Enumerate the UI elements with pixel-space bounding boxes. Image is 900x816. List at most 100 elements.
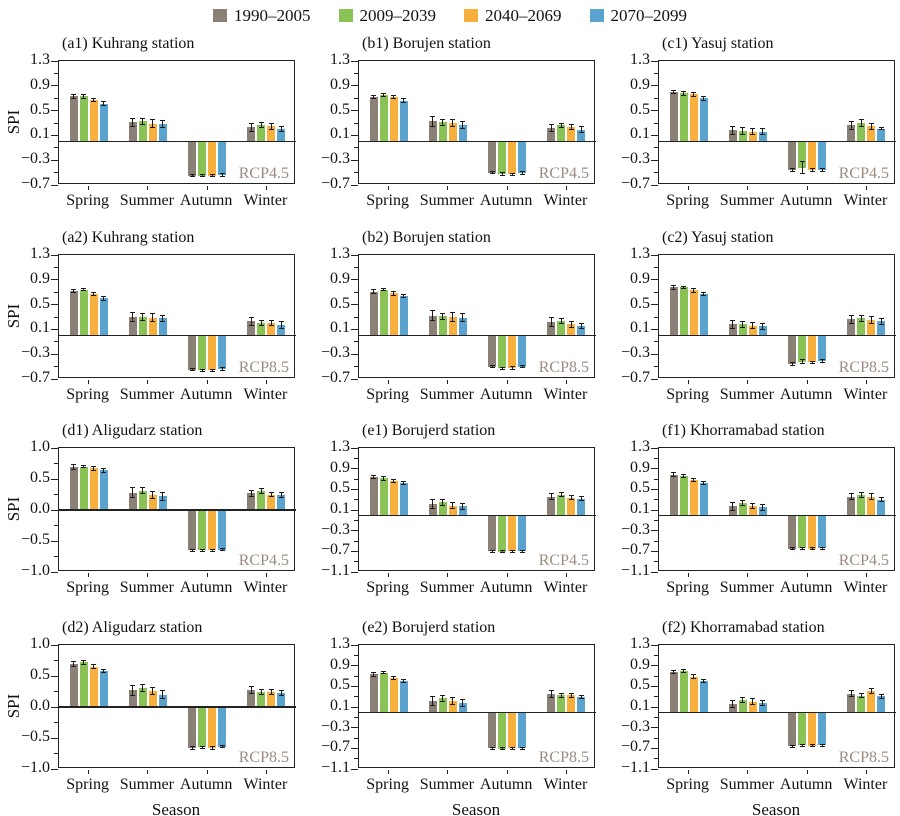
error-bar [501, 367, 503, 370]
bar [699, 482, 708, 516]
bar [89, 294, 98, 336]
bar [218, 707, 227, 747]
error-bar-cap [868, 315, 874, 317]
bar [188, 510, 197, 551]
error-bar-cap [578, 695, 584, 697]
error-bar-cap [81, 97, 87, 99]
legend-swatch-icon [213, 8, 227, 22]
bar [738, 699, 747, 713]
y-tick-major [51, 644, 58, 646]
error-bar-cap [450, 126, 456, 128]
scenario-label: RCP8.5 [538, 749, 589, 766]
error-bar [821, 744, 823, 747]
bar [488, 712, 497, 749]
error-bar-cap [209, 176, 215, 178]
y-tick-label: 1.3 [30, 51, 50, 68]
plot-area: RCP4.5 [351, 447, 596, 577]
bar [857, 123, 866, 142]
y-tick-label: 0.1 [30, 319, 50, 337]
y-tick-minor [354, 122, 358, 124]
error-bar [811, 547, 813, 550]
y-tick-major [351, 184, 358, 186]
bar [669, 671, 678, 713]
legend-item: 2070–2099 [589, 7, 687, 24]
error-bar [791, 745, 793, 748]
y-tick-minor [54, 97, 58, 99]
error-bar-cap [558, 127, 564, 129]
bar [847, 319, 856, 336]
bar [758, 131, 767, 142]
y-tick-label: 0.1 [630, 319, 650, 337]
x-tick [388, 573, 390, 577]
error-bar-cap [548, 131, 554, 133]
error-bar [742, 127, 744, 135]
error-bar-cap [430, 320, 436, 322]
x-tick [447, 186, 449, 190]
error-bar-cap [499, 749, 505, 751]
error-bar-cap [868, 122, 874, 124]
error-bar-cap [91, 295, 97, 297]
y-tick-minor [354, 561, 358, 563]
error-bar-cap [140, 123, 146, 125]
error-bar-cap [248, 317, 254, 319]
y-tick-major [651, 254, 658, 256]
bar [128, 690, 137, 707]
error-bar [250, 490, 252, 497]
error-bar [73, 661, 75, 667]
scenario-label: RCP8.5 [538, 359, 589, 376]
error-bar [93, 664, 95, 669]
scenario-label: RCP4.5 [538, 552, 589, 569]
error-bar-cap [140, 313, 146, 315]
bar [557, 321, 566, 336]
y-tick-major [651, 184, 658, 186]
bar [148, 123, 157, 142]
bar [448, 317, 457, 336]
scenario-label: RCP8.5 [238, 359, 289, 376]
zero-line [659, 711, 896, 713]
y-tick-minor [354, 737, 358, 739]
error-bar-cap [499, 552, 505, 554]
error-bar [162, 690, 164, 699]
x-tick-label: Autumn [779, 776, 833, 793]
x-tick [565, 573, 567, 577]
y-tick-minor [654, 519, 658, 521]
error-bar-cap [268, 319, 274, 321]
error-bar [801, 359, 803, 364]
error-bar [870, 688, 872, 694]
error-bar-cap [150, 320, 156, 322]
x-tick [147, 573, 149, 577]
bar [728, 506, 737, 516]
y-tick-minor [354, 716, 358, 718]
error-bar-cap [150, 498, 156, 500]
error-bar-cap [199, 371, 205, 373]
error-bar-cap [278, 130, 284, 132]
error-bar-cap [568, 696, 574, 698]
x-tick-label: Autumn [779, 579, 833, 596]
legend: 1990–2005 2009–2039 2040–2069 2070–2099 [0, 0, 900, 28]
y-tick-minor [354, 291, 358, 293]
error-bar-cap [371, 675, 377, 677]
error-bar [393, 676, 395, 680]
error-bar [142, 487, 144, 494]
error-bar [383, 93, 385, 97]
zero-line [59, 509, 296, 511]
error-bar-cap [558, 122, 564, 124]
x-tick [388, 186, 390, 190]
error-bar-cap [701, 95, 707, 97]
x-tick [506, 573, 508, 577]
error-bar-cap [91, 97, 97, 99]
x-tick-label: Autumn [479, 776, 533, 793]
bar [247, 493, 256, 510]
error-bar-cap [248, 495, 254, 497]
y-tick-minor [54, 494, 58, 495]
error-bar-cap [219, 747, 225, 749]
error-bar [821, 359, 823, 363]
bar [277, 325, 286, 336]
error-bar-cap [150, 490, 156, 492]
bar [267, 126, 276, 142]
scenario-label: RCP4.5 [838, 552, 889, 569]
subplot-a1: (a1) Kuhrang station SPI RCP4.5 1.3 0.9 0.5 0.… [0, 28, 300, 222]
error-bar [221, 367, 223, 371]
error-bar [103, 101, 105, 106]
error-bar-cap [268, 324, 274, 326]
